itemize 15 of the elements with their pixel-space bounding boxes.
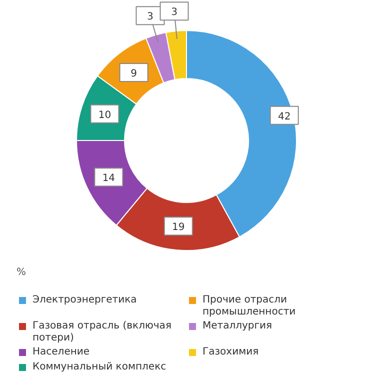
data-label: 3 <box>147 12 154 23</box>
legend-label: Газовая отрасль (включая потери) <box>32 320 172 344</box>
legend-label: Прочие отрасли промышленности <box>202 294 296 318</box>
legend-label: Коммунальный комплекс <box>32 362 166 372</box>
legend-label: Электроэнергетика <box>32 294 137 306</box>
text: % <box>16 267 26 278</box>
legend-label: Газохимия <box>202 346 259 358</box>
legend-label: Население <box>32 346 90 358</box>
legend-label: Металлургия <box>202 320 272 332</box>
data-label: 19 <box>172 222 185 234</box>
data-label: 10 <box>98 110 112 121</box>
data-label: 9 <box>130 68 137 80</box>
data-label: 14 <box>102 173 116 184</box>
data-label: 42 <box>278 111 291 122</box>
data-label: 3 <box>171 7 178 18</box>
